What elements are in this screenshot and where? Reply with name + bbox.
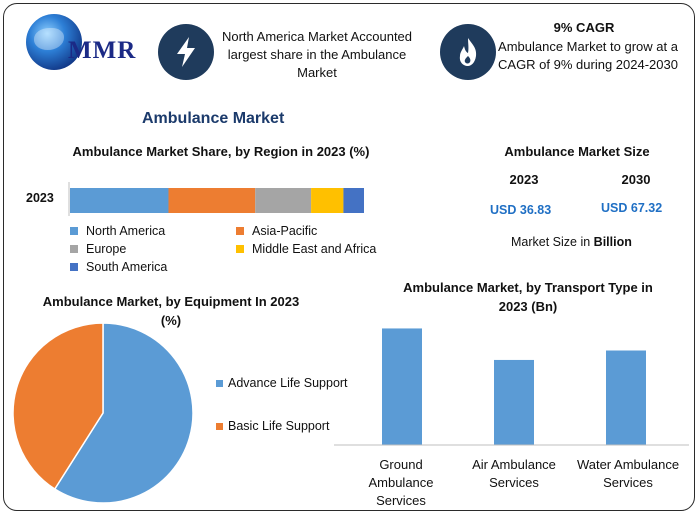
legend-item-asia-pacific: Asia-Pacific xyxy=(236,224,317,238)
legend-swatch xyxy=(70,245,78,253)
legend-label: Basic Life Support xyxy=(228,419,330,433)
transport-chart-title: Ambulance Market, by Transport Type in 2… xyxy=(403,280,653,314)
region-bar-middle-east-and-africa xyxy=(311,188,344,213)
legend-swatch xyxy=(70,263,78,271)
region-stacked-bar-chart xyxy=(68,182,364,216)
market-size-unit-prefix: Market Size in xyxy=(511,235,594,249)
legend-item-north-america: North America xyxy=(70,224,165,238)
main-title: Ambulance Market xyxy=(142,110,285,127)
transport-bar-ground-ambulance-services xyxy=(382,328,422,445)
legend-swatch xyxy=(216,422,223,430)
transport-category-label: Ground Ambulance Services xyxy=(368,457,434,508)
transport-bar-chart xyxy=(334,328,689,446)
legend-label: South America xyxy=(86,260,168,274)
north-america-info-text: North America Market Accounted largest s… xyxy=(221,29,413,80)
legend-swatch xyxy=(236,227,244,235)
region-chart-category-label: 2023 xyxy=(26,191,54,205)
market-size-unit-note: Market Size in Billion xyxy=(511,235,632,249)
pie-slice-advance-life-support xyxy=(53,322,194,504)
cagr-heading: 9% CAGR xyxy=(553,20,615,35)
market-size-unit-bold: Billion xyxy=(593,235,632,249)
legend-item-basic-life-support: Basic Life Support xyxy=(216,419,329,433)
equipment-pie-chart xyxy=(12,322,194,504)
legend-swatch xyxy=(70,227,78,235)
cagr-info-text: Ambulance Market to grow at a CAGR of 9%… xyxy=(498,39,678,72)
market-size-value-2030: USD 67.32 xyxy=(601,201,663,215)
transport-bar-air-ambulance-services xyxy=(494,359,534,445)
transport-category-label: Water Ambulance Services xyxy=(576,457,680,490)
legend-label: North America xyxy=(86,224,166,238)
legend-label: Europe xyxy=(86,242,127,256)
market-size-year-2023: 2023 xyxy=(509,172,539,187)
infographic-frame: MMR North America Market Accounted large… xyxy=(3,3,695,511)
equipment-chart-title: Ambulance Market, by Equipment In 2023 (… xyxy=(42,294,300,328)
transport-bar-water-ambulance-services xyxy=(606,350,646,445)
legend-item-south-america: South America xyxy=(70,260,167,274)
pie-slice-basic-life-support xyxy=(12,322,104,491)
legend-swatch xyxy=(236,245,244,253)
market-size-year-2030: 2030 xyxy=(621,172,651,187)
market-size-value-2023: USD 36.83 xyxy=(490,203,552,217)
region-chart-title: Ambulance Market Share, by Region in 202… xyxy=(72,144,370,159)
region-bar-europe xyxy=(255,188,312,213)
market-size-title: Ambulance Market Size xyxy=(504,144,650,159)
legend-label: Middle East and Africa xyxy=(252,242,377,256)
region-bar-asia-pacific xyxy=(168,188,256,213)
transport-category-label: Air Ambulance Services xyxy=(472,457,556,490)
legend-label: Asia-Pacific xyxy=(252,224,318,238)
legend-swatch xyxy=(216,379,223,387)
legend-item-advance-life-support: Advance Life Support xyxy=(216,376,348,390)
legend-item-middle-east-and-africa: Middle East and Africa xyxy=(236,242,376,256)
lightning-icon xyxy=(158,24,214,80)
brand-logo-text: MMR xyxy=(68,37,137,64)
globe-logo-icon xyxy=(26,14,82,70)
flame-icon xyxy=(440,24,496,80)
region-bar-north-america xyxy=(70,188,169,213)
legend-item-europe: Europe xyxy=(70,242,126,256)
legend-label: Advance Life Support xyxy=(228,376,348,390)
region-bar-south-america xyxy=(343,188,364,213)
